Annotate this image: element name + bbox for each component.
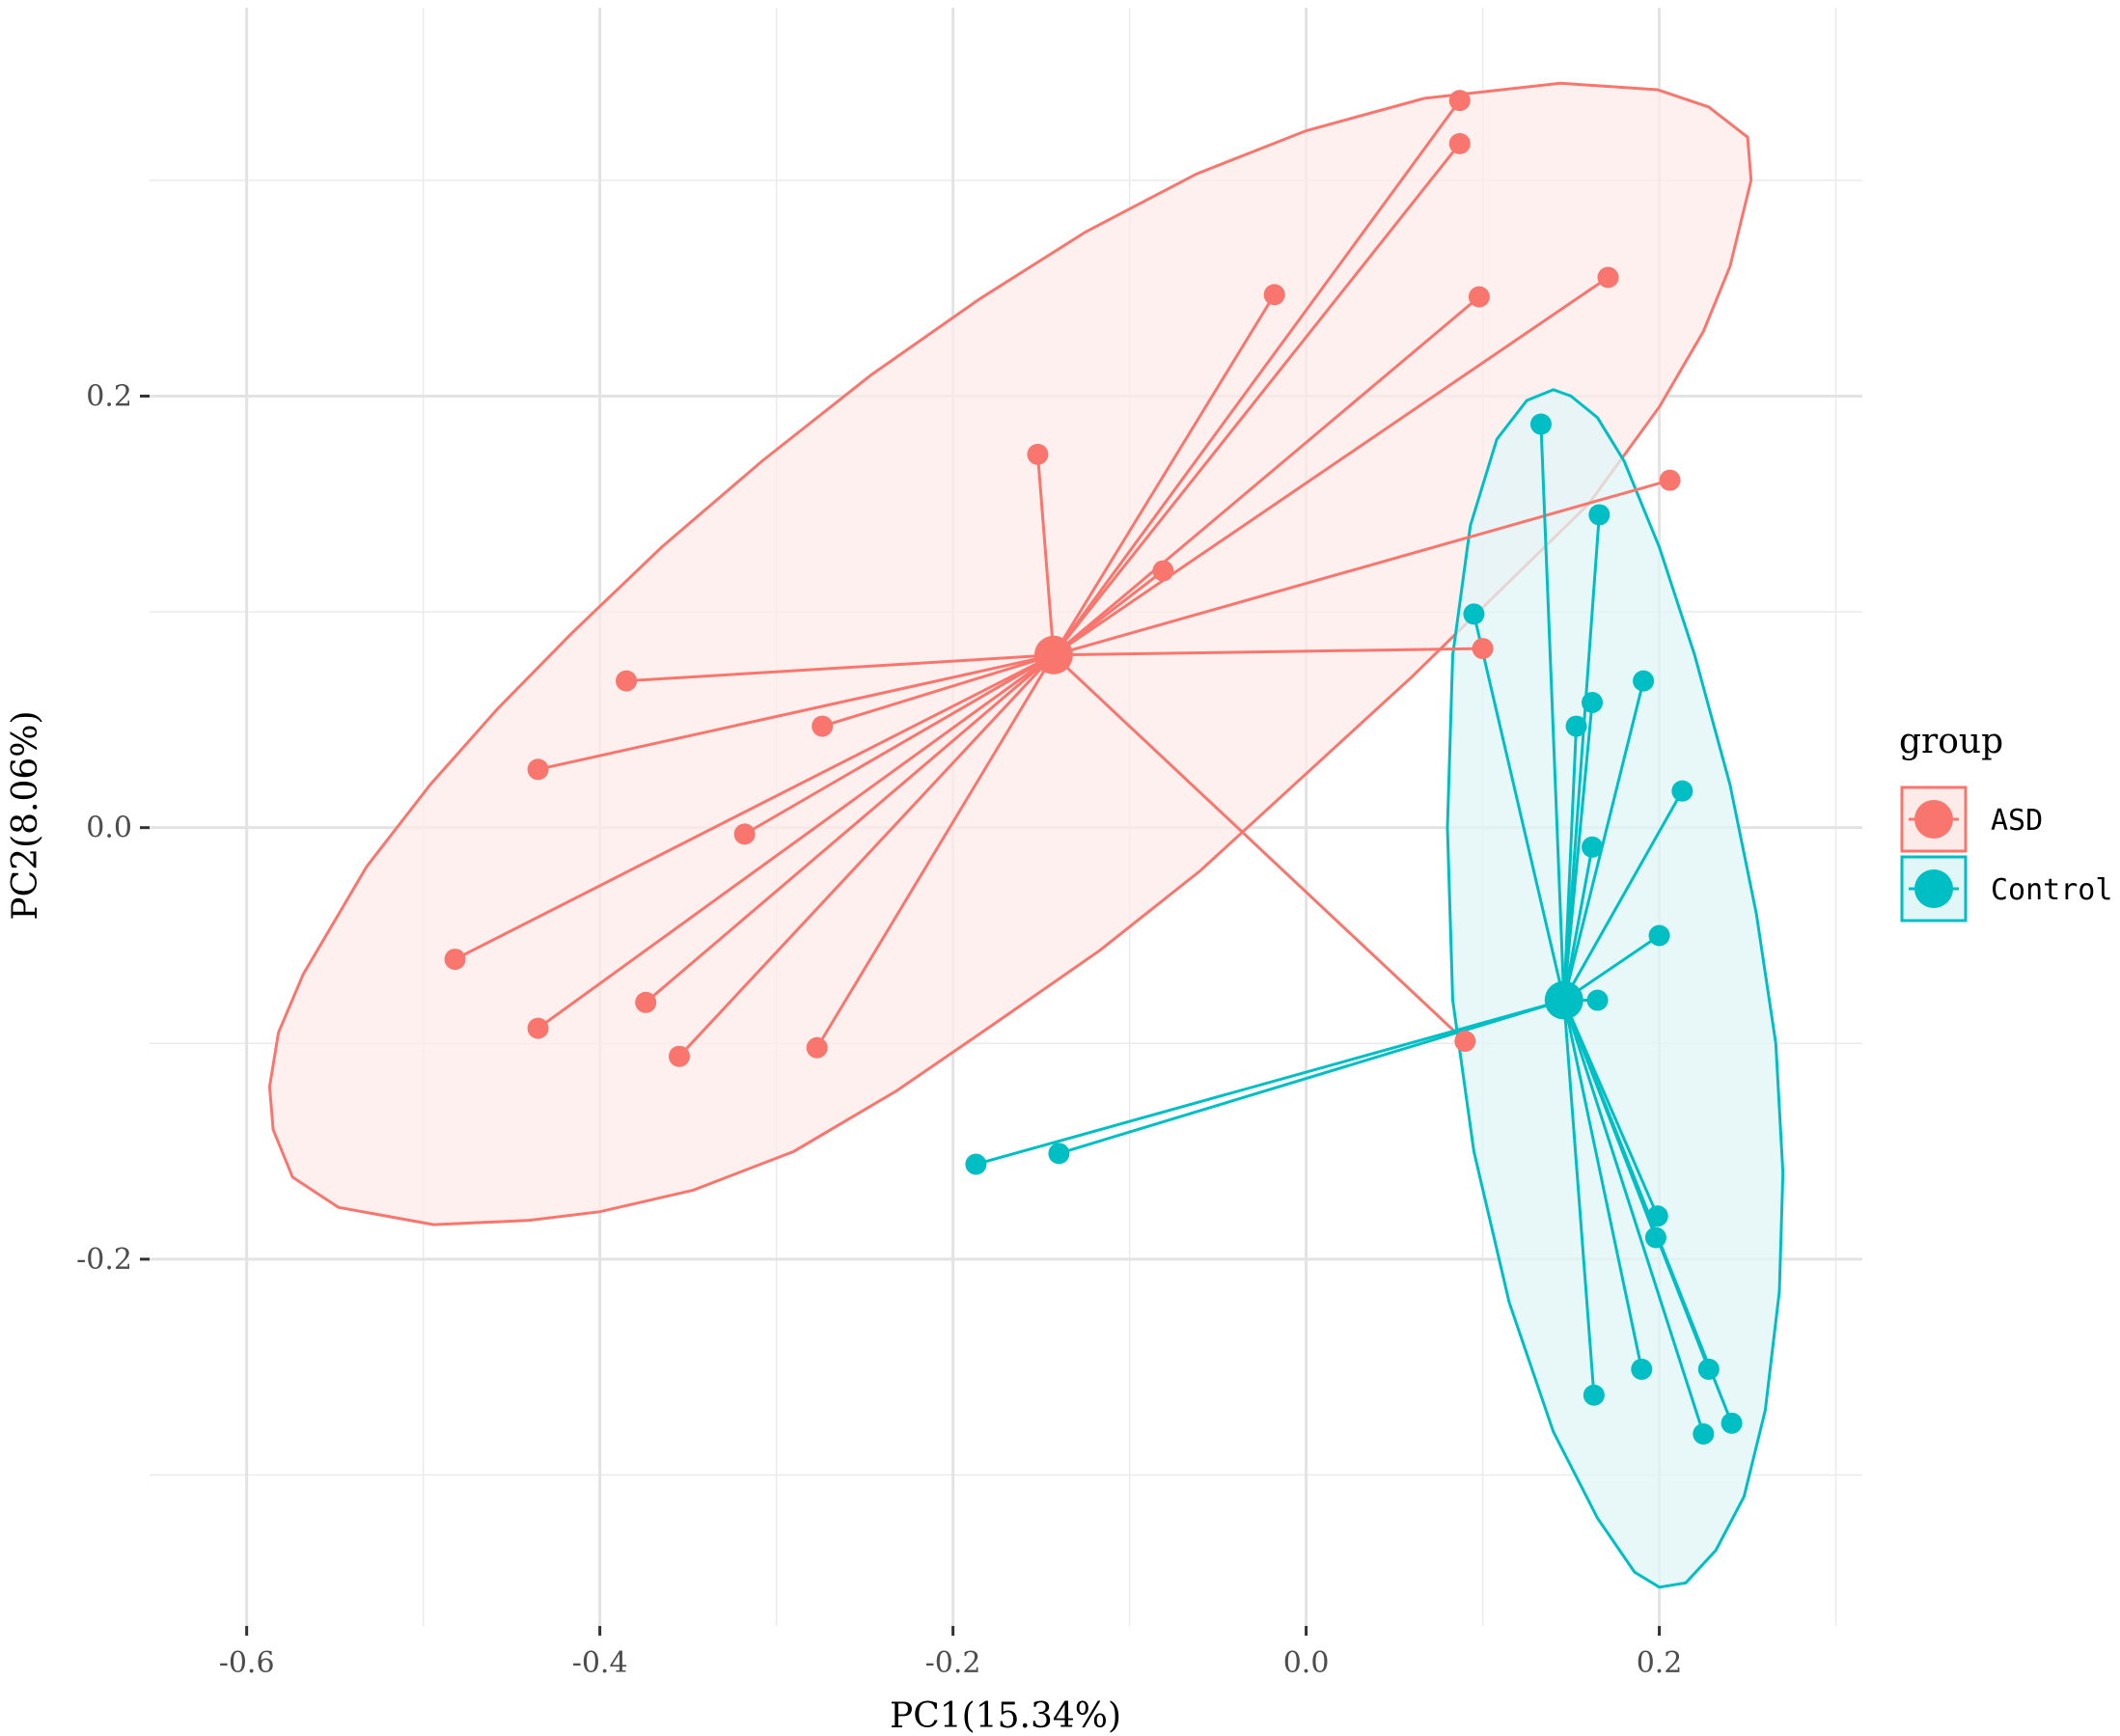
point-asd-7 [1659, 469, 1681, 491]
point-control-18 [1721, 1412, 1743, 1434]
point-control-11 [1048, 1143, 1070, 1165]
point-control-15 [1697, 1358, 1720, 1380]
confidence-ellipses [267, 81, 1785, 1589]
spoke-control-6 [1562, 789, 1684, 1002]
point-control-16 [1583, 1384, 1605, 1406]
point-asd-14 [635, 991, 657, 1013]
point-control-17 [1693, 1422, 1715, 1445]
x-tick-label-4: 0.2 [1637, 1646, 1683, 1680]
spoke-control-10 [975, 999, 1565, 1166]
point-asd-2 [1263, 284, 1285, 306]
point-asd-12 [444, 949, 466, 971]
point-control-1 [1588, 504, 1611, 526]
spoke-asd-16 [815, 654, 1056, 1049]
point-asd-15 [668, 1045, 690, 1067]
point-control-13 [1644, 1226, 1666, 1249]
x-tick-label-0: -0.6 [219, 1646, 275, 1680]
spoke-control-17 [1562, 1000, 1705, 1435]
spoke-asd-2 [1052, 293, 1276, 656]
spoke-asd-5 [1035, 454, 1056, 655]
spoke-control-11 [1058, 999, 1565, 1155]
point-control-8 [1648, 924, 1670, 947]
spoke-asd-9 [821, 653, 1055, 729]
legend: group ASD Control [1899, 722, 2112, 923]
y-axis-title: PC2(8.06%) [6, 710, 45, 920]
x-axis: -0.6 -0.4 -0.2 0.0 0.2 [219, 1626, 1683, 1680]
point-control-12 [1646, 1205, 1668, 1227]
point-asd-0 [1448, 90, 1471, 112]
centroid-asd [1033, 635, 1073, 675]
point-control-7 [1582, 836, 1604, 858]
spoke-control-0 [1539, 424, 1566, 1001]
point-asd-16 [806, 1036, 828, 1059]
centroid-control [1544, 980, 1583, 1020]
point-control-10 [965, 1153, 987, 1175]
spoke-control-7 [1562, 846, 1594, 1001]
spoke-asd-7 [1053, 479, 1670, 657]
point-asd-11 [733, 823, 756, 845]
spoke-asd-14 [645, 653, 1055, 1004]
spoke-asd-8 [625, 653, 1054, 683]
spoke-asd-1 [1052, 142, 1461, 656]
spoke-asd-17 [1053, 647, 1483, 657]
group-centroids [1033, 635, 1583, 1020]
legend-key-dot-asd [1914, 800, 1953, 839]
spoke-asd-0 [1052, 99, 1461, 656]
point-asd-8 [616, 670, 638, 692]
spoke-asd-4 [1053, 276, 1610, 657]
spoke-control-3 [1562, 680, 1645, 1001]
x-tick-label-3: 0.0 [1283, 1646, 1330, 1680]
point-control-5 [1565, 715, 1587, 737]
y-tick-label-1: 0.0 [86, 812, 132, 845]
point-asd-1 [1448, 132, 1471, 154]
spoke-asd-13 [537, 653, 1055, 1030]
point-control-0 [1529, 413, 1552, 435]
point-asd-18 [1454, 1031, 1476, 1053]
point-asd-10 [527, 758, 549, 781]
legend-label-asd: ASD [1991, 804, 2043, 838]
sample-points [444, 90, 1743, 1445]
spoke-asd-6 [1052, 569, 1165, 656]
spoke-asd-15 [677, 653, 1056, 1058]
legend-title: group [1899, 722, 2003, 761]
y-tick-label-2: -0.2 [76, 1243, 132, 1277]
point-asd-13 [527, 1017, 549, 1039]
centroid-spokes [454, 99, 1733, 1435]
spoke-control-2 [1472, 613, 1566, 1001]
legend-key-dot-control [1914, 869, 1953, 908]
x-tick-label-1: -0.4 [572, 1646, 628, 1680]
ellipse-asd [267, 81, 1753, 1226]
spoke-control-1 [1562, 514, 1601, 1001]
point-control-2 [1463, 603, 1485, 625]
spoke-asd-18 [1052, 653, 1467, 1043]
point-control-3 [1633, 670, 1655, 692]
x-tick-label-2: -0.2 [925, 1646, 981, 1680]
point-control-9 [1586, 989, 1609, 1011]
point-control-4 [1582, 691, 1604, 713]
point-asd-3 [1468, 286, 1490, 308]
point-control-6 [1671, 780, 1693, 802]
ellipse-control [1445, 388, 1785, 1589]
y-tick-label-0: 0.2 [86, 379, 132, 413]
point-asd-5 [1027, 443, 1049, 465]
spoke-asd-3 [1052, 295, 1480, 656]
spoke-control-5 [1562, 726, 1579, 1001]
point-asd-17 [1472, 638, 1494, 660]
x-axis-title: PC1(15.34%) [890, 1696, 1121, 1736]
spoke-control-16 [1562, 1000, 1596, 1395]
spoke-control-4 [1562, 702, 1594, 1001]
point-control-14 [1631, 1358, 1653, 1380]
spoke-asd-10 [537, 653, 1055, 771]
y-axis: 0.2 0.0 -0.2 [76, 379, 150, 1277]
point-asd-6 [1152, 560, 1174, 582]
spoke-asd-12 [454, 653, 1055, 961]
spoke-asd-11 [743, 653, 1055, 836]
point-asd-9 [812, 715, 834, 737]
spoke-control-14 [1562, 1000, 1643, 1370]
legend-label-control: Control [1991, 873, 2112, 907]
spoke-control-18 [1562, 1000, 1733, 1424]
point-asd-4 [1597, 266, 1619, 289]
